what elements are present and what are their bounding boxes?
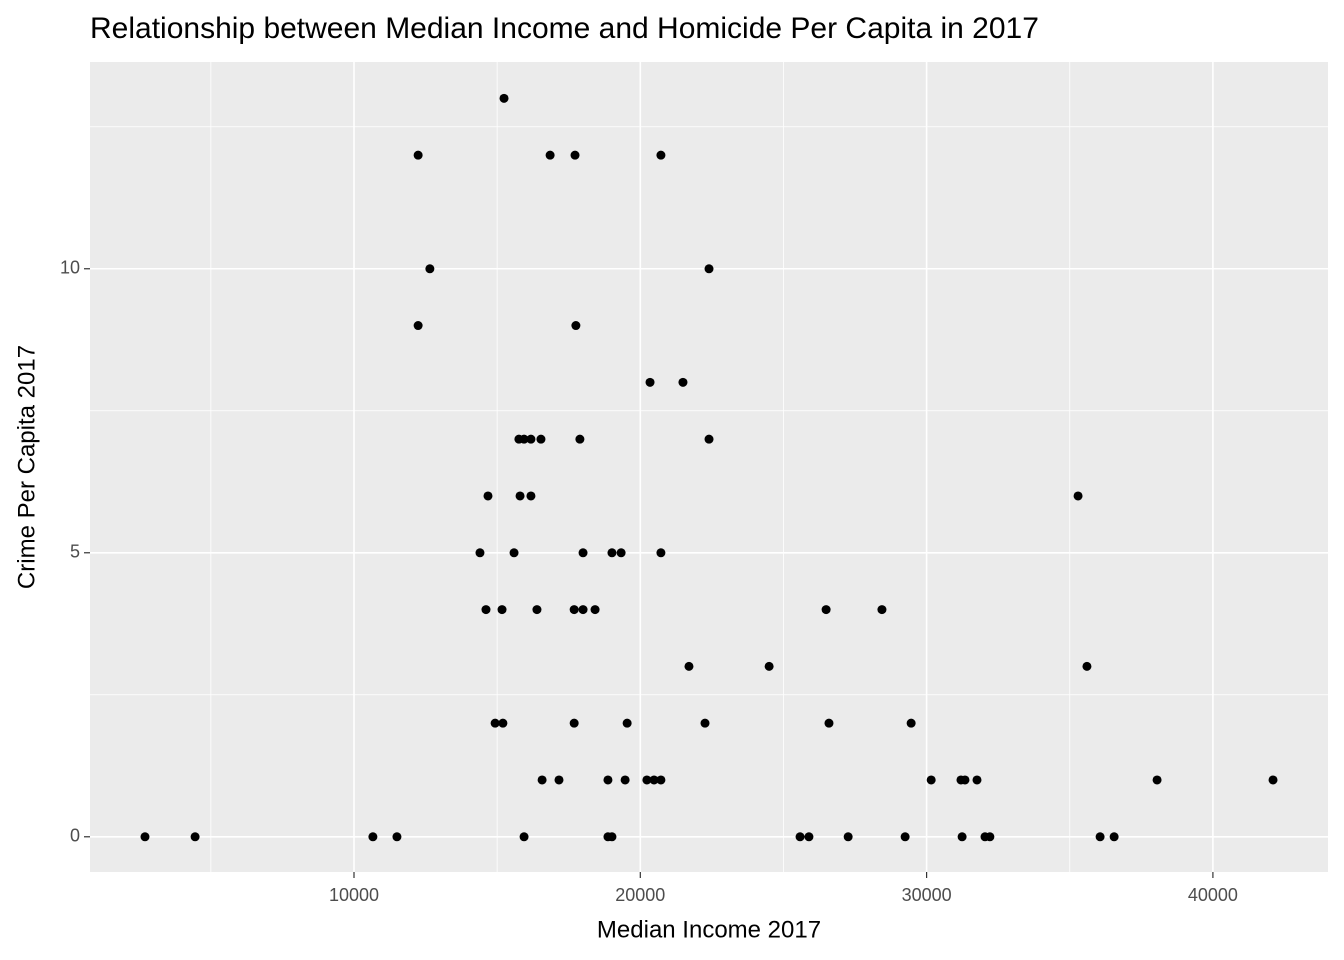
point xyxy=(575,434,585,444)
point xyxy=(368,832,378,842)
point xyxy=(704,264,714,274)
point xyxy=(607,548,617,558)
point xyxy=(571,321,581,331)
point xyxy=(656,548,666,558)
point xyxy=(499,93,509,103)
point xyxy=(877,605,887,615)
point xyxy=(481,605,491,615)
point xyxy=(497,605,507,615)
point xyxy=(570,150,580,160)
point xyxy=(700,718,710,728)
y-tick-label: 5 xyxy=(70,542,80,562)
point xyxy=(649,775,659,785)
point xyxy=(960,775,970,785)
x-tick-label: 20000 xyxy=(615,885,665,905)
point xyxy=(526,491,536,501)
point xyxy=(843,832,853,842)
point xyxy=(483,491,493,501)
point xyxy=(578,548,588,558)
x-tick-label: 10000 xyxy=(329,885,379,905)
point xyxy=(607,832,617,842)
point xyxy=(515,491,525,501)
point xyxy=(1073,491,1083,501)
point xyxy=(578,605,588,615)
point xyxy=(526,434,536,444)
point xyxy=(519,434,529,444)
point xyxy=(906,718,916,728)
point xyxy=(1109,832,1119,842)
point xyxy=(590,605,600,615)
point xyxy=(642,775,652,785)
point xyxy=(645,377,655,387)
point xyxy=(475,548,485,558)
point xyxy=(616,548,626,558)
point xyxy=(536,434,546,444)
point xyxy=(620,775,630,785)
point xyxy=(392,832,402,842)
x-axis-title: Median Income 2017 xyxy=(597,916,821,943)
point xyxy=(413,150,423,160)
chart-title: Relationship between Median Income and H… xyxy=(90,12,1039,45)
point xyxy=(498,718,508,728)
point xyxy=(795,832,805,842)
point xyxy=(140,832,150,842)
point xyxy=(569,718,579,728)
point xyxy=(537,775,547,785)
point xyxy=(1268,775,1278,785)
x-tick-label: 30000 xyxy=(902,885,952,905)
point xyxy=(678,377,688,387)
point xyxy=(957,832,967,842)
y-axis-title: Crime Per Capita 2017 xyxy=(13,345,40,589)
point xyxy=(190,832,200,842)
point xyxy=(532,605,542,615)
point xyxy=(764,661,774,671)
point xyxy=(684,661,694,671)
point xyxy=(656,775,666,785)
point xyxy=(569,605,579,615)
point xyxy=(804,832,814,842)
point xyxy=(656,150,666,160)
panel xyxy=(90,62,1328,872)
point xyxy=(413,321,423,331)
point xyxy=(603,775,613,785)
point xyxy=(554,775,564,785)
y-tick-label: 10 xyxy=(60,258,80,278)
point xyxy=(1082,661,1092,671)
point xyxy=(519,832,529,842)
point xyxy=(972,775,982,785)
point xyxy=(509,548,519,558)
point xyxy=(926,775,936,785)
point xyxy=(985,832,995,842)
point xyxy=(1152,775,1162,785)
point xyxy=(545,150,555,160)
point xyxy=(1095,832,1105,842)
y-tick-label: 0 xyxy=(70,826,80,846)
point xyxy=(900,832,910,842)
point xyxy=(622,718,632,728)
point xyxy=(824,718,834,728)
x-tick-label: 40000 xyxy=(1188,885,1238,905)
point xyxy=(490,718,500,728)
point xyxy=(425,264,435,274)
point xyxy=(821,605,831,615)
point xyxy=(704,434,714,444)
